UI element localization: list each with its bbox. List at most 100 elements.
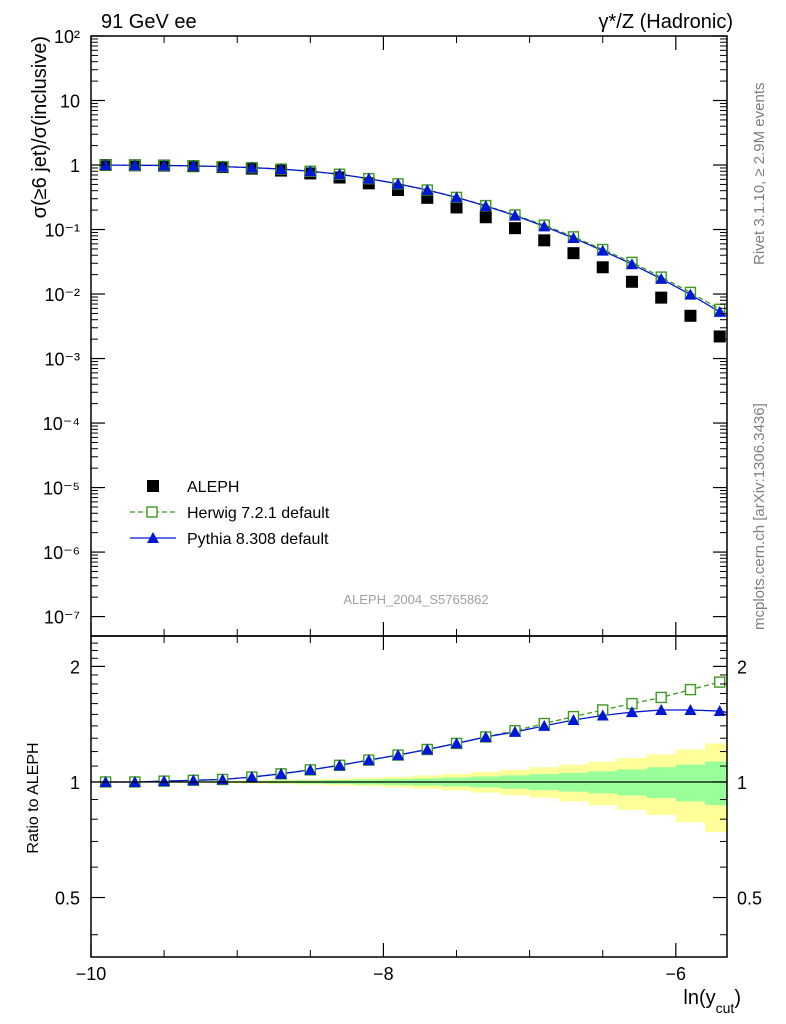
pythia-ratio-point bbox=[625, 706, 638, 718]
pythia-point bbox=[158, 159, 171, 171]
pythia-ratio-point bbox=[479, 730, 492, 742]
ratio-panel-frame bbox=[90, 635, 728, 958]
pythia-point bbox=[245, 161, 258, 173]
aleph-point bbox=[655, 291, 668, 304]
pythia-point bbox=[684, 288, 697, 300]
legend: ALEPH Herwig 7.2.1 default Pythia 8.308 … bbox=[130, 479, 330, 548]
aleph-point bbox=[713, 330, 726, 343]
herwig-point bbox=[744, 322, 754, 332]
main-series-layer bbox=[99, 159, 784, 386]
pythia-ratio-point bbox=[362, 754, 375, 766]
pythia-ratio-point bbox=[509, 725, 521, 737]
legend-label-pythia: Pythia 8.308 default bbox=[187, 531, 329, 548]
band-inner bbox=[91, 761, 727, 806]
y-tick-label-main: 10⁻⁴ bbox=[43, 414, 80, 434]
pythia-ratio-point bbox=[538, 719, 551, 731]
herwig-ratio-point bbox=[773, 661, 783, 671]
header-left: 91 GeV ee bbox=[101, 11, 197, 33]
pythia-ratio-point bbox=[304, 763, 317, 775]
aleph-point bbox=[743, 351, 755, 363]
band-outer bbox=[91, 743, 727, 833]
pythia-point bbox=[772, 342, 784, 353]
pythia-ratio-point bbox=[275, 767, 288, 779]
pythia-point bbox=[99, 159, 112, 171]
pythia-point bbox=[479, 199, 492, 211]
pythia-ratio-point bbox=[655, 703, 668, 715]
y-tick-label-ratio-right: 0.5 bbox=[737, 889, 762, 909]
aleph-point bbox=[479, 211, 492, 224]
herwig-ratio-point bbox=[655, 691, 667, 704]
pythia-point bbox=[187, 159, 200, 171]
aleph-point bbox=[538, 234, 551, 247]
pythia-point bbox=[304, 165, 317, 177]
pythia-ratio-point bbox=[684, 703, 697, 715]
y-tick-label-main: 10⁻⁶ bbox=[43, 543, 80, 563]
herwig-point bbox=[773, 341, 783, 351]
pythia-point bbox=[450, 191, 463, 203]
herwig-ratio-point bbox=[713, 676, 726, 688]
aleph-point bbox=[450, 201, 463, 214]
legend-marker-pythia bbox=[147, 532, 159, 543]
y-tick-label-ratio-left: 2 bbox=[70, 657, 80, 677]
pythia-ratio-point bbox=[450, 737, 463, 749]
pythia-point bbox=[392, 177, 405, 189]
aleph-point bbox=[684, 309, 697, 322]
y-tick-label-ratio-left: 0.5 bbox=[55, 889, 80, 909]
aleph-point bbox=[567, 247, 580, 260]
x-axis-title: ln(ycut) bbox=[683, 987, 741, 1016]
y-tick-label-main: 10⁻² bbox=[44, 285, 80, 305]
pythia-ratio-point bbox=[713, 705, 726, 717]
x-tick-label: −10 bbox=[76, 964, 107, 984]
legend-label-herwig: Herwig 7.2.1 default bbox=[187, 505, 330, 522]
pythia-point bbox=[596, 244, 609, 256]
pythia-ratio-point bbox=[743, 711, 755, 722]
x-tick-label: −6 bbox=[666, 964, 687, 984]
pythia-ratio-point bbox=[772, 713, 784, 724]
y-tick-label-main: 10⁻¹ bbox=[44, 221, 80, 241]
legend-marker-herwig bbox=[146, 506, 158, 518]
pythia-point bbox=[743, 324, 755, 335]
mcplots-label: mcplots.cern.ch [arXiv:1306.3436] bbox=[751, 403, 768, 630]
pythia-point bbox=[509, 209, 521, 221]
y-tick-label-main: 10⁻³ bbox=[44, 350, 80, 370]
herwig-ratio-point bbox=[684, 683, 697, 696]
pythia-point bbox=[333, 168, 346, 180]
y-tick-label-main: 10⁻⁷ bbox=[44, 608, 80, 628]
ratio-uncertainty-bands bbox=[91, 743, 727, 833]
y-tick-label-ratio-left: 1 bbox=[70, 773, 80, 793]
herwig-ratio-line bbox=[105, 679, 727, 783]
watermark: ALEPH_2004_S5765862 bbox=[343, 592, 488, 607]
y-axis-title-ratio: Ratio to ALEPH bbox=[25, 742, 42, 853]
pythia-point bbox=[421, 183, 434, 195]
pythia-ratio-point bbox=[333, 759, 346, 771]
legend-label-aleph: ALEPH bbox=[187, 479, 239, 496]
pythia-ratio-point bbox=[245, 771, 258, 783]
y-tick-label-main: 1 bbox=[70, 156, 80, 176]
y-tick-label-ratio-right: 2 bbox=[737, 657, 747, 677]
y-tick-label-main: 10² bbox=[54, 27, 80, 47]
ratio-series-layer bbox=[99, 661, 784, 788]
y-tick-label-main: 10⁻⁵ bbox=[43, 479, 80, 499]
pythia-ratio-point bbox=[567, 714, 580, 726]
legend-marker-aleph bbox=[147, 480, 159, 492]
axes-layer: −10 −8 −610⁻⁷10⁻⁶10⁻⁵10⁻⁴10⁻³10⁻²10⁻¹11010… bbox=[43, 27, 762, 984]
aleph-point bbox=[509, 222, 521, 235]
header-right: γ*/Z (Hadronic) bbox=[599, 11, 733, 33]
pythia-point bbox=[128, 159, 141, 171]
y-tick-label-main: 10 bbox=[60, 92, 80, 112]
herwig-line bbox=[105, 164, 727, 315]
pythia-point bbox=[362, 172, 375, 184]
svg-text:ln(ycut): ln(ycut) bbox=[683, 987, 741, 1016]
aleph-point bbox=[625, 275, 638, 288]
pythia-ratio-point bbox=[596, 709, 609, 721]
pythia-point bbox=[625, 258, 638, 270]
pythia-point bbox=[538, 220, 551, 232]
aleph-point bbox=[596, 261, 609, 274]
aleph-point bbox=[772, 374, 784, 386]
rivet-label: Rivet 3.1.10, ≥ 2.9M events bbox=[751, 83, 768, 266]
x-tick-label: −8 bbox=[373, 964, 394, 984]
pythia-ratio-point bbox=[392, 749, 405, 761]
pythia-ratio-point bbox=[421, 743, 434, 755]
pythia-ratio-point bbox=[158, 775, 171, 787]
